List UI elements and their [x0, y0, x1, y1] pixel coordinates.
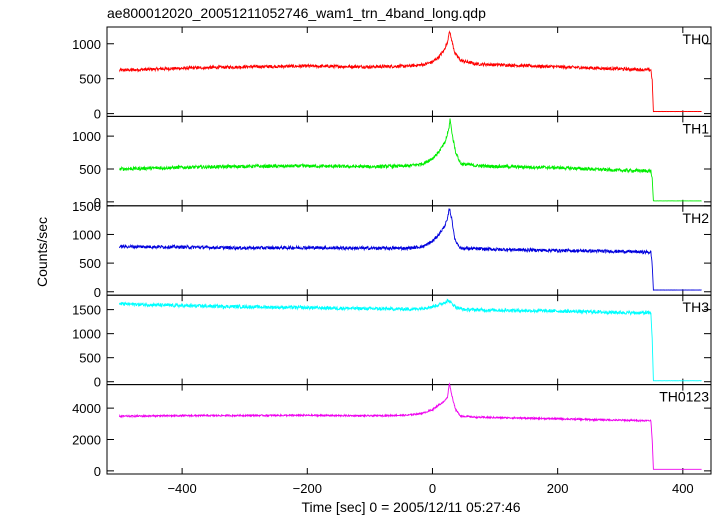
- x-tick-label: −400: [167, 481, 196, 496]
- panel-th1: 0 500 1000 TH1: [72, 115, 712, 210]
- series-line-th0: [119, 30, 702, 113]
- y-tick-label: 500: [79, 351, 101, 366]
- y-tick-label: 1000: [72, 327, 101, 342]
- y-tick-label: 0: [94, 285, 101, 300]
- y-tick-label: 4000: [72, 401, 101, 416]
- panel-frame: [106, 205, 712, 296]
- series-line-th2: [119, 208, 702, 291]
- x-tick-label: −200: [293, 481, 322, 496]
- y-tick-label: 1500: [72, 199, 101, 214]
- series-line-th1: [119, 118, 702, 202]
- series-label: TH3: [683, 299, 710, 315]
- panel-frame: [106, 115, 712, 207]
- series-label: TH0123: [659, 389, 709, 405]
- panel-frame: [106, 294, 712, 386]
- y-tick-label: 500: [79, 72, 101, 87]
- panel-frame: [106, 384, 712, 475]
- y-tick-label: 1000: [72, 129, 101, 144]
- y-tick-label: 1000: [72, 37, 101, 52]
- panel-th2: 0 500 1000 1500 TH2: [72, 199, 712, 300]
- series-label: TH1: [683, 120, 710, 136]
- panel-th3: 0 500 1000 1500 TH3: [72, 294, 712, 390]
- x-tick-label: 400: [672, 481, 694, 496]
- y-tick-label: 500: [79, 256, 101, 271]
- y-tick-label: 0: [94, 375, 101, 390]
- x-tick-label: 200: [547, 481, 569, 496]
- series-label: TH2: [683, 210, 710, 226]
- y-axis-label: Counts/sec: [34, 217, 50, 287]
- y-tick-label: 0: [94, 107, 101, 122]
- panel-th0: 0 500 1000 TH0: [72, 26, 712, 122]
- y-tick-label: 2000: [72, 432, 101, 447]
- panel-frame: [106, 26, 712, 117]
- series-line-th0123: [119, 382, 702, 470]
- panel-th0123: 0 2000 4000 TH0123: [72, 382, 712, 479]
- panels-layer: 0 500 1000 TH0 0 500 1000 TH1 0 500 1000 1500 TH2 0 50…: [72, 26, 712, 496]
- y-tick-label: 0: [94, 195, 101, 210]
- chart-title: ae800012020_20051211052746_wam1_trn_4ban…: [107, 5, 486, 21]
- y-tick-label: 1000: [72, 227, 101, 242]
- series-label: TH0: [683, 31, 710, 47]
- series-line-th3: [119, 298, 702, 382]
- x-axis-label: Time [sec] 0 = 2005/12/11 05:27:46: [301, 499, 520, 515]
- y-tick-label: 500: [79, 162, 101, 177]
- y-tick-label: 0: [94, 464, 101, 479]
- x-tick-label: 0: [429, 481, 436, 496]
- y-tick-label: 1500: [72, 303, 101, 318]
